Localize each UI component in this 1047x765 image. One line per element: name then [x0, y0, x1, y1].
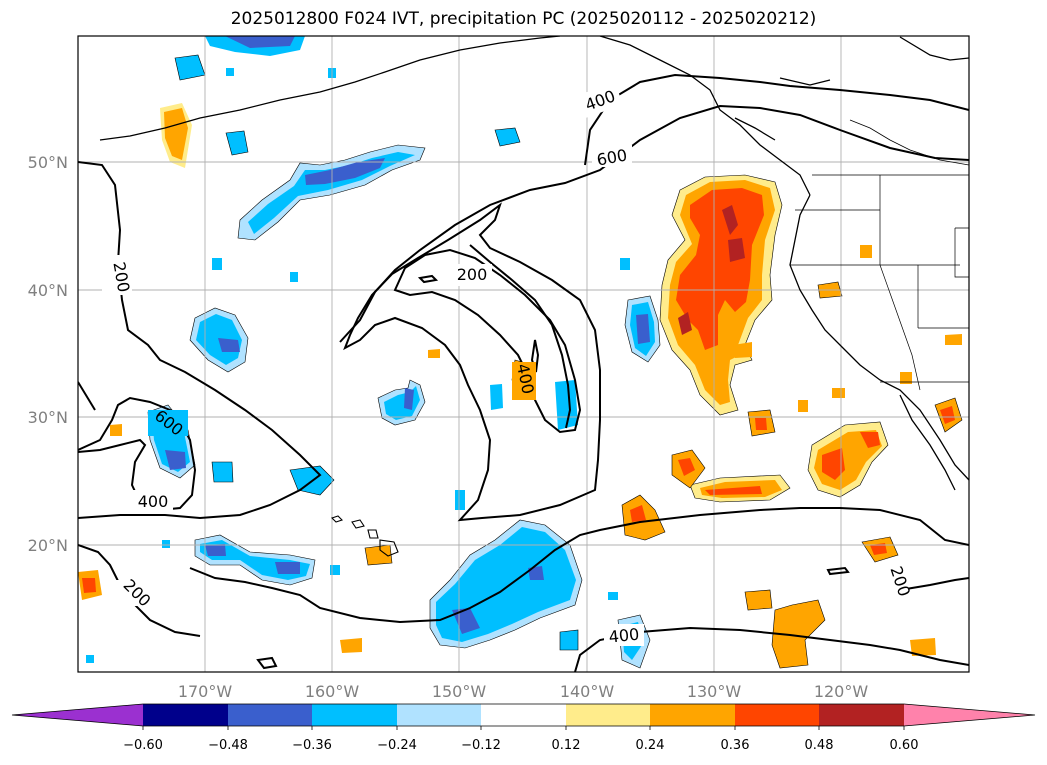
colorbar-segment — [143, 704, 228, 726]
ivt-contour-labels: 200 400 600 200 400 600 400 200 400 200 — [102, 81, 914, 647]
contour-label: 400 — [608, 624, 640, 646]
colorbar: −0.60 −0.48 −0.36 −0.24 −0.12 0.12 0.24 … — [11, 703, 1036, 753]
lon-tick-label: 160°W — [305, 682, 360, 701]
lon-tick-label: 140°W — [560, 682, 615, 701]
map-gridlines — [78, 36, 969, 672]
contour-label: 200 — [457, 265, 488, 284]
ivt-400-north — [339, 104, 969, 343]
colorbar-extend-high — [904, 704, 1035, 726]
lat-tick-labels: 50°N 40°N 30°N 20°N — [28, 153, 68, 555]
colorbar-tick-label: −0.24 — [377, 738, 417, 753]
ivt-contours — [78, 73, 969, 672]
colorbar-segment — [650, 704, 735, 726]
lon-tick-label: 150°W — [432, 682, 487, 701]
ivt-400-sw — [78, 396, 197, 512]
colorbar-tick-label: 0.48 — [805, 738, 834, 753]
coastlines — [99, 36, 969, 491]
ivt-400-inner — [343, 202, 601, 522]
colorbar-tick-label: 0.36 — [721, 738, 750, 753]
lon-tick-label: 130°W — [687, 682, 742, 701]
colorbar-tick-label: −0.36 — [292, 738, 332, 753]
colorbar-tick-label: 0.24 — [636, 738, 665, 753]
lon-tick-label: 120°W — [814, 682, 869, 701]
colorbar-segment — [481, 704, 566, 726]
lat-tick-label: 30°N — [28, 408, 68, 427]
lat-tick-label: 40°N — [28, 281, 68, 300]
precip-positive-fills — [78, 103, 963, 669]
colorbar-segment — [819, 704, 904, 726]
colorbar-tick-label: −0.48 — [208, 738, 248, 753]
lat-tick-label: 20°N — [28, 536, 68, 555]
colorbar-tick-label: 0.12 — [552, 738, 581, 753]
map-title: 2025012800 F024 IVT, precipitation PC (2… — [230, 9, 817, 29]
colorbar-tick-label: −0.12 — [461, 738, 501, 753]
colorbar-tick-label: −0.60 — [123, 738, 163, 753]
colorbar-segment — [735, 704, 819, 726]
colorbar-extend-low — [12, 704, 143, 726]
lon-tick-label: 170°W — [178, 682, 233, 701]
ivt-600-core — [393, 248, 582, 434]
hawaii-islands — [330, 515, 399, 557]
map-frame — [77, 35, 970, 673]
lon-tick-labels: 170°W 160°W 150°W 140°W 130°W 120°W — [178, 682, 869, 701]
lat-tick-label: 50°N — [28, 153, 68, 172]
colorbar-segment — [312, 704, 397, 726]
colorbar-segment — [228, 704, 312, 726]
contour-label: 400 — [138, 492, 169, 511]
north-america-coast — [789, 194, 969, 481]
ivt-200-south — [189, 507, 969, 624]
ivt-200-west — [78, 161, 322, 520]
colorbar-segment — [566, 704, 650, 726]
alaska-coast — [99, 36, 561, 141]
state-borders — [790, 174, 969, 391]
colorbar-segment — [397, 704, 481, 726]
colorbar-tick-label: 0.60 — [890, 738, 919, 753]
